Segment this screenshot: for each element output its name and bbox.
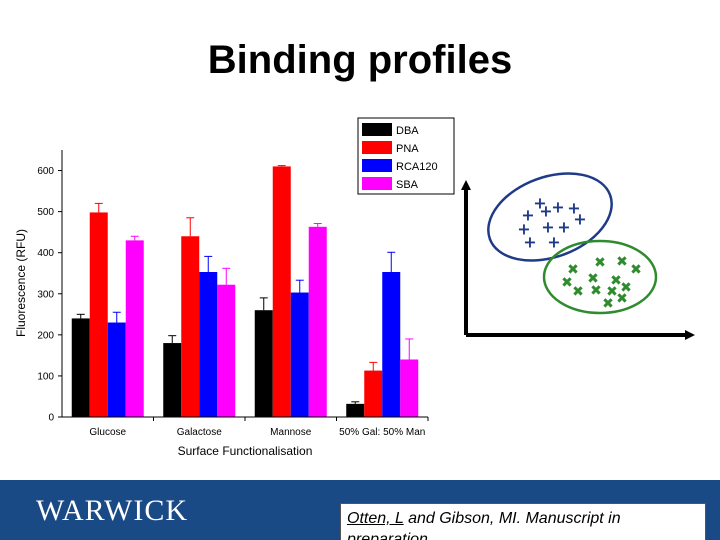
bar-rca120-3: [382, 271, 401, 417]
cluster-2-point: ✖: [590, 283, 602, 299]
x-tick-label: Glucose: [89, 427, 126, 438]
legend-swatch-dba: [362, 123, 392, 136]
error-bars-layer: [76, 165, 414, 404]
legend: DBA PNA RCA120 SBA: [357, 117, 455, 195]
cluster-1-point: +: [551, 198, 564, 217]
cluster-1-point: +: [557, 218, 570, 237]
cluster-1-point: +: [573, 210, 586, 229]
cluster-1-point: +: [521, 206, 534, 225]
cluster-2-point: ✖: [594, 255, 606, 271]
cluster-1-point: +: [547, 233, 560, 252]
cluster-1-markers: ++ ++ ++++++ +: [517, 194, 586, 252]
legend-label-rca120: RCA120: [396, 161, 438, 173]
legend-swatch-pna: [362, 141, 392, 154]
bar-pna-2: [272, 166, 291, 417]
cluster-2-markers: ✖ ✖ ✖ ✖✖ ✖ ✖✖ ✖ ✖ ✖✖ ✖: [561, 254, 642, 312]
bar-sba-1: [217, 284, 236, 417]
x-axis-label: Surface Functionalisation: [178, 444, 313, 458]
cluster-2-point: ✖: [630, 262, 642, 278]
cluster-2-point: ✖: [606, 284, 618, 300]
y-tick-label: 400: [37, 248, 54, 259]
citation-box: Otten, L and Gibson, MI. Manuscript in p…: [340, 503, 706, 540]
cluster-2-point: ✖: [602, 296, 614, 312]
bar-dba-1: [163, 343, 182, 417]
cluster-2-point: ✖: [616, 254, 628, 270]
legend-swatch-rca120: [362, 159, 392, 172]
legend-label-dba: DBA: [396, 125, 419, 137]
y-tick-label: 500: [37, 207, 54, 218]
cluster-1-point: +: [533, 194, 546, 213]
cluster-2-point: ✖: [587, 271, 599, 287]
legend-swatch-sba: [362, 177, 392, 190]
citation-author: Otten, L: [347, 510, 404, 527]
y-ticks: 0 100 200 300 400 500 600: [37, 166, 62, 424]
cluster-1-ellipse: [487, 172, 613, 262]
bar-pna-3: [364, 370, 383, 417]
footer-bar: WARWICK Otten, L and Gibson, MI. Manuscr…: [0, 480, 720, 540]
bars-layer: [71, 166, 419, 417]
bar-dba-2: [254, 310, 273, 417]
cluster-2-point: ✖: [572, 284, 584, 300]
bar-dba-3: [346, 403, 365, 417]
cluster-1-point: +: [541, 218, 554, 237]
y-tick-label: 200: [37, 330, 54, 341]
x-ticks: Glucose Galactose Mannose 50% Gal: 50% Man: [89, 417, 429, 438]
cluster-2-point: ✖: [616, 291, 628, 307]
cluster-2-point: ✖: [567, 262, 579, 278]
bar-chart: 0 100 200 300 400 500 600 Glucose Galactose Mann…: [14, 117, 455, 458]
legend-label-sba: SBA: [396, 179, 419, 191]
y-tick-label: 300: [37, 289, 54, 300]
citation-text: and Gibson, MI. Manuscript in preparatio…: [347, 510, 621, 540]
cluster-1-point: +: [539, 202, 552, 221]
warwick-logo: WARWICK: [36, 494, 188, 527]
y-tick-label: 600: [37, 166, 54, 177]
cluster-2-point: ✖: [610, 273, 622, 289]
bar-sba-0: [125, 240, 144, 417]
cluster-1-point: +: [517, 220, 530, 239]
cluster-2-ellipse: [542, 239, 658, 315]
y-axis-label: Fluorescence (RFU): [14, 229, 28, 337]
x-tick-label: Mannose: [270, 427, 312, 438]
bar-pna-0: [89, 212, 108, 417]
slide-title: Binding profiles: [207, 38, 513, 82]
bar-dba-0: [71, 318, 90, 417]
cluster-1-point: +: [523, 233, 536, 252]
bar-rca120-2: [290, 292, 309, 417]
clustering-diagram: ++ ++ ++++++ + ✖ ✖ ✖ ✖✖ ✖ ✖✖ ✖ ✖ ✖✖ ✖: [461, 172, 695, 340]
cluster-2-point: ✖: [561, 275, 573, 291]
bar-rca120-1: [199, 271, 218, 417]
y-tick-label: 100: [37, 371, 54, 382]
cluster-1-point: +: [567, 199, 580, 218]
legend-label-pna: PNA: [396, 143, 419, 155]
bar-pna-1: [181, 236, 200, 417]
x-tick-label: 50% Gal: 50% Man: [339, 427, 425, 438]
cluster-2-point: ✖: [620, 280, 632, 296]
y-tick-label: 0: [48, 413, 54, 424]
bar-sba-3: [400, 359, 419, 417]
bar-sba-2: [308, 226, 327, 417]
x-tick-label: Galactose: [177, 427, 222, 438]
bar-rca120-0: [107, 322, 126, 417]
